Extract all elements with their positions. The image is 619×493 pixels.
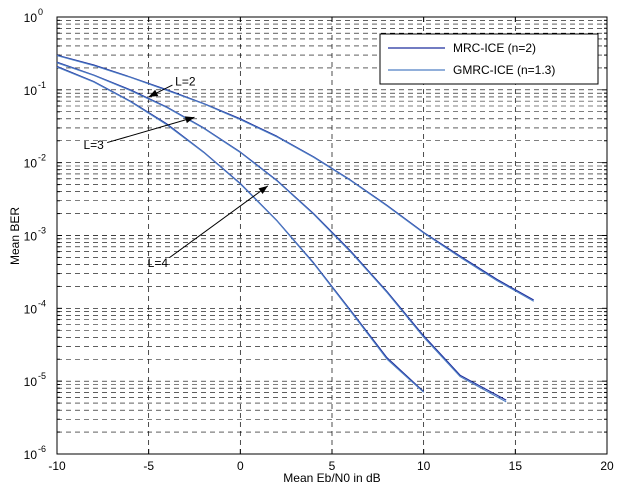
y-tick-label: 10 bbox=[24, 375, 38, 389]
y-tick-exponent: -4 bbox=[38, 298, 46, 308]
y-tick-exponent: 0 bbox=[38, 7, 43, 17]
x-axis-label: Mean Eb/N0 in dB bbox=[283, 471, 380, 485]
series-line-gmrc-L3 bbox=[56, 62, 507, 403]
series-line-gmrc-L2 bbox=[56, 55, 534, 302]
y-tick-exponent: -3 bbox=[38, 226, 46, 236]
legend-label-mrc: MRC-ICE (n=2) bbox=[453, 41, 536, 55]
grid bbox=[57, 17, 607, 454]
annotation-label: L=2 bbox=[175, 75, 196, 89]
y-axis-label: Mean BER bbox=[8, 207, 22, 265]
legend-label-gmrc: GMRC-ICE (n=1.3) bbox=[453, 63, 555, 77]
x-tick-label: 15 bbox=[509, 459, 523, 473]
y-tick-exponent: -1 bbox=[38, 80, 46, 90]
series-line-gmrc-L4 bbox=[56, 66, 425, 393]
x-tick-label: 5 bbox=[329, 459, 336, 473]
y-tick-label: 10 bbox=[24, 11, 38, 25]
annotation-arrow-head bbox=[184, 116, 195, 124]
y-tick-exponent: -5 bbox=[38, 371, 46, 381]
x-tick-label: 10 bbox=[417, 459, 431, 473]
annotation-label: L=4 bbox=[148, 256, 169, 270]
series bbox=[56, 54, 534, 403]
y-tick-label: 10 bbox=[24, 448, 38, 462]
y-tick-label: 10 bbox=[24, 302, 38, 316]
x-tick-label: -5 bbox=[143, 459, 154, 473]
y-tick-label: 10 bbox=[24, 157, 38, 171]
legend: MRC-ICE (n=2) GMRC-ICE (n=1.3) bbox=[379, 33, 599, 85]
annotation-arrow-head bbox=[258, 185, 268, 195]
annotation-label: L=3 bbox=[83, 138, 104, 152]
annotation-arrow-shaft bbox=[107, 116, 195, 144]
legend-box bbox=[379, 33, 599, 85]
x-tick-label: 0 bbox=[237, 459, 244, 473]
x-tick-label: 20 bbox=[600, 459, 614, 473]
y-tick-exponent: -2 bbox=[38, 153, 46, 163]
annotations: L=2 L=3 L=4 bbox=[83, 75, 269, 270]
y-tick-exponent: -6 bbox=[38, 444, 46, 454]
y-tick-label: 10 bbox=[24, 84, 38, 98]
x-tick-label: -10 bbox=[48, 459, 66, 473]
annotation-arrow-shaft bbox=[169, 185, 269, 259]
annotation-arrow-head bbox=[148, 89, 159, 97]
y-tick-label: 10 bbox=[24, 230, 38, 244]
